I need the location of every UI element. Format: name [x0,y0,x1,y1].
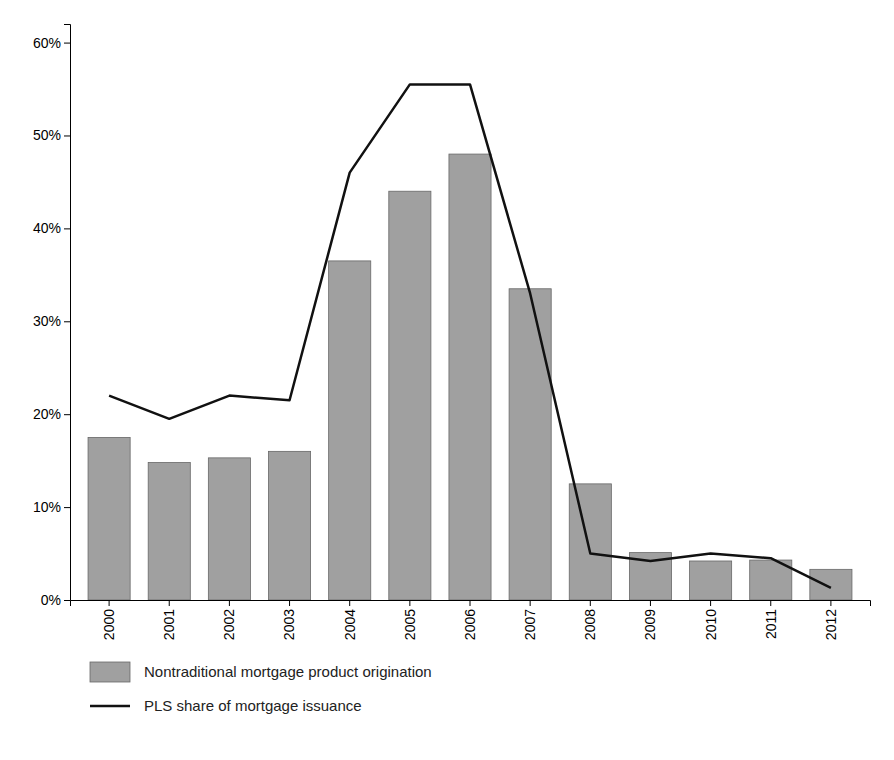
tick-mark [169,600,170,606]
tick: 10% [33,499,70,515]
bar [690,561,732,600]
tick-label: 2005 [402,609,418,640]
tick-label: 2003 [281,609,297,640]
tick: 2002 [221,600,237,640]
tick: 2011 [763,600,779,639]
axis-line [71,601,871,607]
legend-swatch [90,705,130,708]
tick: 2004 [342,600,358,640]
tick-label: 2011 [763,609,779,639]
tick-mark [64,507,70,508]
plot-area: 0% 10% 20% 30% 40% 50% 60% 2000 2001 2002 2003 2004… [33,25,871,641]
tick-label: 20% [33,406,61,422]
tick: 2000 [101,600,117,640]
tick-label: 2010 [703,609,719,640]
bar [268,451,310,600]
tick-mark [64,228,70,229]
legend-item: PLS share of mortgage issuance [90,697,362,714]
tick-mark [710,600,711,606]
tick-mark [349,600,350,606]
legend-label: Nontraditional mortgage product originat… [144,663,432,680]
bar [810,569,852,600]
tick-mark [64,600,70,601]
tick-label: 0% [41,592,61,608]
legend: Nontraditional mortgage product originat… [90,662,432,714]
tick-label: 2012 [823,609,839,640]
bar [449,154,491,600]
tick: 30% [33,313,70,329]
bar [509,289,551,600]
tick-label: 2006 [462,609,478,640]
tick-mark [64,135,70,136]
tick-mark [770,600,771,606]
tick: 2007 [522,600,538,640]
bar [329,261,371,600]
tick: 2005 [402,600,418,640]
tick: 0% [41,592,70,608]
chart: 0% 10% 20% 30% 40% 50% 60% 2000 2001 2002 2003 2004… [0,0,894,760]
tick-label: 30% [33,313,61,329]
marks [88,84,852,600]
tick-mark [229,600,230,606]
tick-label: 2002 [221,609,237,640]
x-axis: 2000 2001 2002 2003 2004 2005 2006 2007 2008 2009… [71,600,871,640]
bar-series [88,154,852,600]
legend-label: PLS share of mortgage issuance [144,697,362,714]
bar [569,484,611,600]
tick: 60% [33,35,70,51]
tick-label: 2009 [642,609,658,640]
tick-mark [470,600,471,606]
tick: 2010 [703,600,719,640]
tick: 20% [33,406,70,422]
legend-swatch [90,662,130,682]
tick: 2001 [161,600,177,640]
y-axis: 0% 10% 20% 30% 40% 50% 60% [33,25,71,608]
tick-mark [64,414,70,415]
tick-mark [109,600,110,606]
tick-mark [64,321,70,322]
legend-item: Nontraditional mortgage product originat… [90,662,432,682]
tick-mark [590,600,591,606]
tick: 2009 [642,600,658,640]
bar [208,458,250,600]
tick-mark [64,43,70,44]
tick-label: 50% [33,127,61,143]
tick: 40% [33,220,70,236]
tick-label: 2004 [342,609,358,640]
tick: 2003 [281,600,297,640]
tick: 2012 [823,600,839,640]
tick-mark [650,600,651,606]
tick-mark [530,600,531,606]
line [109,84,831,588]
tick-mark [409,600,410,606]
tick: 2008 [582,600,598,640]
tick-label: 60% [33,35,61,51]
tick-label: 2008 [582,609,598,640]
tick-label: 2000 [101,609,117,640]
tick-label: 10% [33,499,61,515]
tick-label: 2001 [161,609,177,640]
bar [389,191,431,600]
tick-label: 40% [33,220,61,236]
tick: 2006 [462,600,478,640]
bar [88,437,130,600]
axis-line [64,25,71,601]
tick-label: 2007 [522,609,538,640]
tick: 50% [33,127,70,143]
tick-mark [289,600,290,606]
bar [148,463,190,600]
tick-mark [830,600,831,606]
